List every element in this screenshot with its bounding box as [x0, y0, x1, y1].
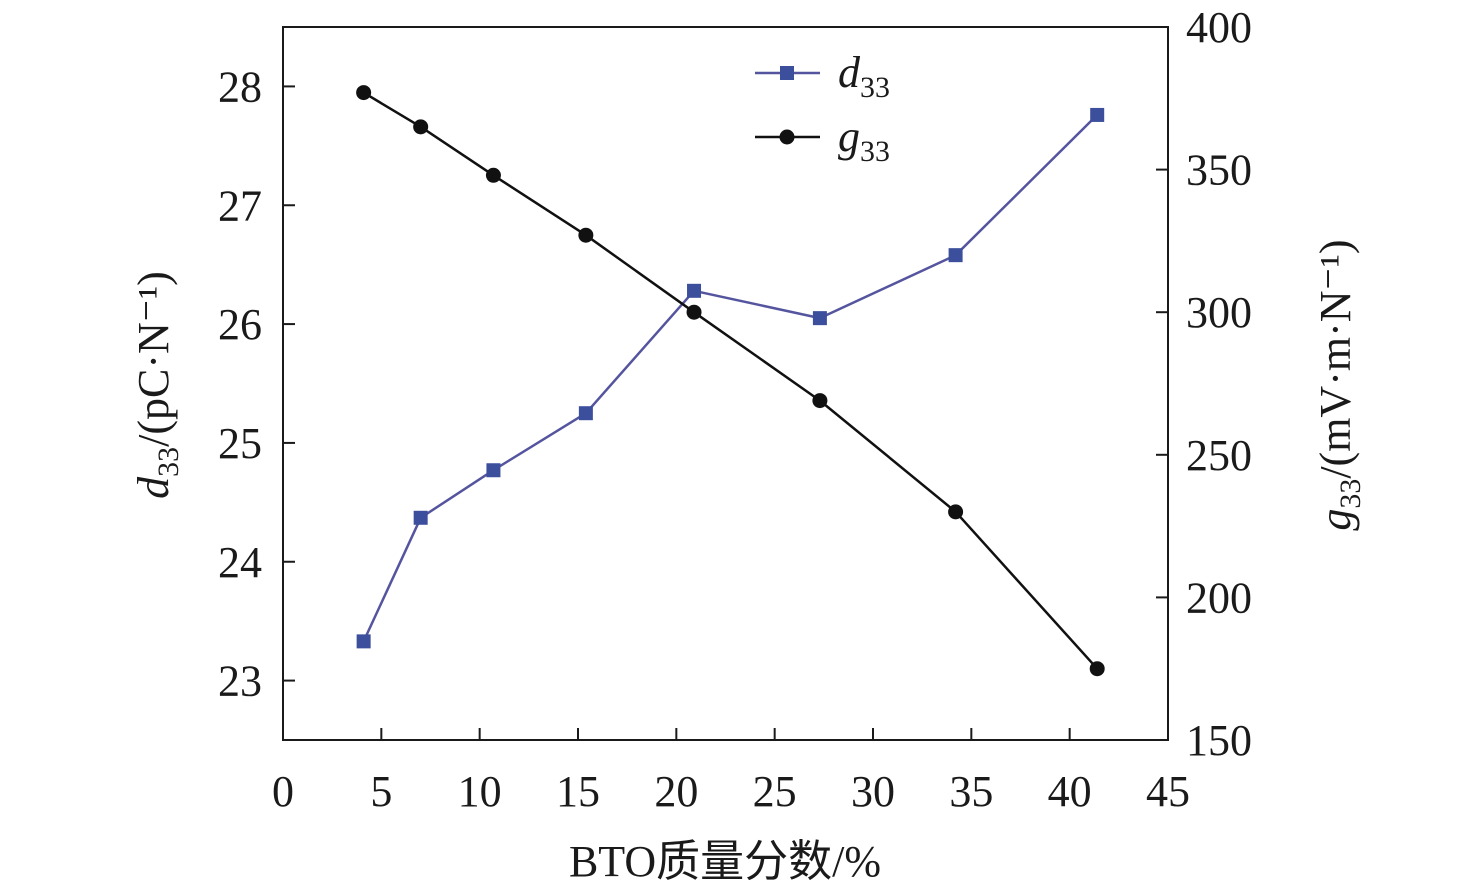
legend-item-d33: d33 [755, 48, 890, 104]
d33-point [578, 406, 593, 421]
x-tick-label: 15 [556, 767, 600, 816]
g33-point [948, 504, 964, 520]
d33-point [356, 634, 371, 649]
y-right-tick-label: 350 [1186, 146, 1252, 195]
x-tick-label: 10 [458, 767, 502, 816]
legend-label: g33 [838, 112, 890, 168]
d33-line [362, 114, 1099, 642]
plot-frame [282, 26, 1169, 741]
x-axis-label: BTO质量分数/% [569, 837, 881, 886]
series-g33 [356, 85, 1105, 677]
g33-point [356, 85, 372, 101]
y-left-tick-label: 27 [218, 181, 262, 230]
x-tick-label: 30 [851, 767, 895, 816]
series-d33 [356, 107, 1105, 649]
y-right-tick-label: 150 [1186, 716, 1252, 765]
g33-point [686, 304, 702, 320]
d33-point [948, 248, 963, 263]
g33-point [578, 227, 594, 243]
y-left-tick-label: 28 [218, 62, 262, 111]
x-tick-label: 5 [370, 767, 392, 816]
x-tick-label: 40 [1048, 767, 1092, 816]
g33-point [485, 167, 501, 183]
x-tick-label: 25 [753, 767, 797, 816]
d33-point [486, 463, 501, 478]
y-right-tick-label: 300 [1186, 288, 1252, 337]
g33-point [1089, 661, 1105, 677]
legend-marker [779, 129, 795, 145]
y-left-tick-label: 24 [218, 538, 262, 587]
g33-line [362, 91, 1099, 670]
y-right-tick-label: 400 [1186, 3, 1252, 52]
tick-labels: 0 5 10 15 20 25 30 35 40 45 23 24 25 26 27 28 150 200 250 3… [218, 3, 1252, 816]
x-tick-label: 20 [654, 767, 698, 816]
legend-label: d33 [838, 48, 890, 104]
y-left-tick-label: 25 [218, 419, 262, 468]
x-tick-label: 0 [272, 767, 294, 816]
y-right-tick-label: 200 [1186, 573, 1252, 622]
d33-point [1090, 107, 1105, 122]
y-right-tick-label: 250 [1186, 431, 1252, 480]
y-axis-label-right: g33/(mV·m·N⁻¹) [1311, 239, 1367, 530]
y-left-tick-label: 23 [218, 657, 262, 706]
d33-point [413, 510, 428, 525]
legend-marker [780, 66, 794, 80]
d33-point [812, 311, 827, 326]
series-layer [356, 85, 1105, 677]
x-tick-label: 45 [1146, 767, 1190, 816]
y-axis-label-left: d33/(pC·N⁻¹) [129, 271, 185, 499]
legend-item-g33: g33 [755, 112, 890, 168]
d33-point [687, 283, 702, 298]
g33-point [413, 119, 429, 135]
x-tick-label: 35 [949, 767, 993, 816]
g33-point [812, 393, 828, 409]
y-left-tick-label: 26 [218, 300, 262, 349]
